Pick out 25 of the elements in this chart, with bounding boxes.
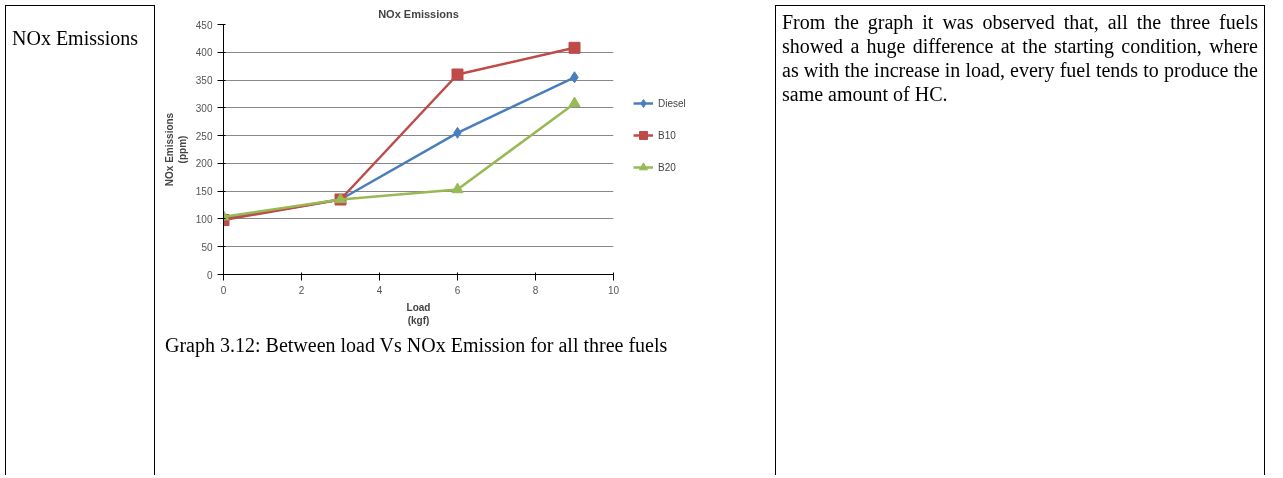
y-tick-label: 300 <box>195 102 213 114</box>
x-tick-label: 4 <box>376 284 383 296</box>
text: From the graph it was observed that, all the three fuels showed a huge difference at the starting condition, where as with the increase in load, every fuel tends to produce the same amount of HC. <box>781 10 1259 107</box>
legend-label: Diesel <box>658 97 686 109</box>
y-tick-label: 50 <box>201 241 213 253</box>
x-tick-label: 6 <box>454 284 461 296</box>
y-tick-label: 250 <box>195 130 213 142</box>
caption: Graph 3.12: Between load Vs NOx Emission for all three fuels <box>165 333 668 357</box>
y-axis-title: NOx Emissions (ppm) <box>163 112 188 187</box>
chart-title: NOx Emissions <box>378 7 459 20</box>
legend-label: B20 <box>658 161 677 173</box>
y-tick-label: 0 <box>206 269 213 281</box>
x-tick-label: 10 <box>607 284 620 296</box>
x-tick-label: 0 <box>220 284 227 296</box>
x-tick-label: 2 <box>298 284 305 296</box>
y-tick-label: 350 <box>195 75 213 87</box>
y-tick-label: 100 <box>195 213 213 225</box>
x-axis-title: Load (kgf) <box>406 301 431 326</box>
y-tick-label: 150 <box>195 186 213 198</box>
legend-label: B10 <box>658 129 677 141</box>
text: NOx Emissions <box>11 26 140 51</box>
y-tick-label: 400 <box>195 47 213 59</box>
y-tick-label: 200 <box>195 158 213 170</box>
y-tick-label: 450 <box>195 19 213 31</box>
x-tick-label: 8 <box>532 284 539 296</box>
